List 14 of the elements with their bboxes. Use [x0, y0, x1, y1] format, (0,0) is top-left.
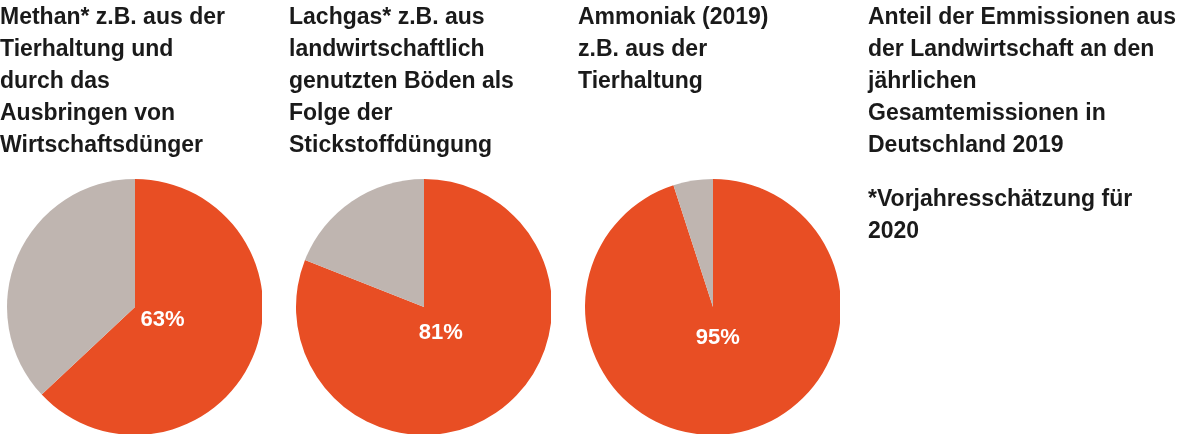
data-label: 95%: [695, 324, 740, 350]
data-label: 63%: [140, 306, 185, 332]
pie-slice: [41, 179, 262, 434]
pie-slice: [585, 179, 840, 434]
pie-slice: [7, 179, 135, 395]
pie-slice: [673, 179, 713, 307]
chart-title: Methan* z.B. aus der Tierhaltung und durch das Ausbringen von Wirtschaftsdünger: [0, 2, 226, 159]
data-label: 81%: [418, 319, 463, 345]
text: *Vorjahresschätzung für 2020: [868, 184, 1134, 245]
text: Anteil der Emmissionen aus der Landwirtschaft an den jährlichen Gesamtemissionen in Deutschland 2019: [868, 2, 1178, 159]
pie-slice: [304, 179, 424, 307]
chart-title: Ammoniak (2019) z.B. aus der Tierhaltung: [578, 2, 770, 95]
chart-title: Lachgas* z.B. aus landwirtschaftlich genutzten Böden als Folge der Stickstoffdüngung: [289, 2, 515, 159]
pie-slice: [296, 179, 551, 434]
